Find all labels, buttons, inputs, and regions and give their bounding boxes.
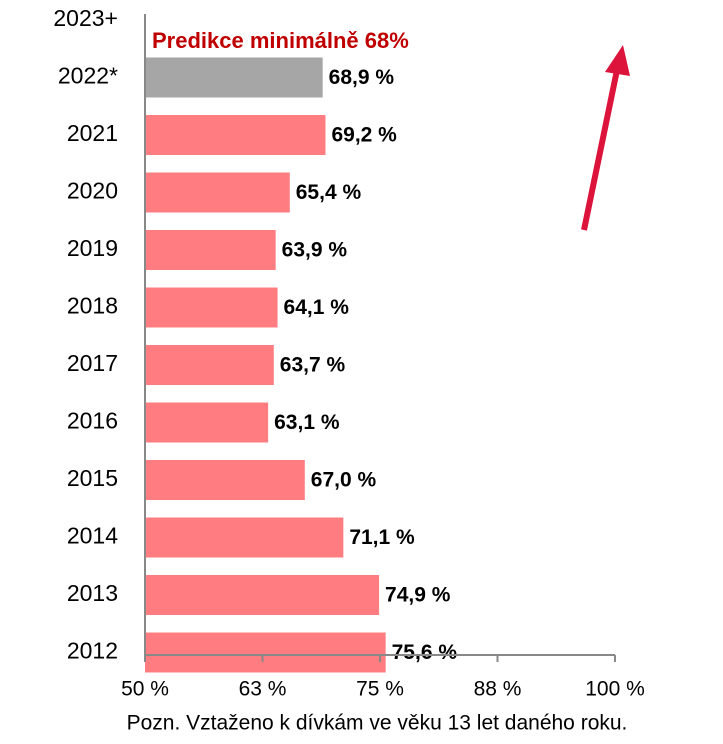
bar [145, 230, 276, 270]
value-label: 63,1 % [274, 411, 340, 434]
bar [145, 57, 323, 98]
value-label: 65,4 % [296, 181, 362, 204]
annotation: Predikce minimálně 68% [152, 28, 409, 53]
bar [145, 172, 290, 213]
value-label: 68,9 % [329, 66, 395, 89]
x-tick-label: 75 % [356, 678, 404, 701]
bar [145, 575, 380, 615]
y-tick-label: 2017 [67, 350, 118, 376]
value-label: 75,6 % [392, 641, 458, 664]
value-label: 63,7 % [280, 354, 346, 377]
y-tick-label: 2020 [67, 178, 118, 204]
y-tick-label: 2016 [67, 408, 118, 434]
y-tick-label: 2012 [67, 638, 118, 664]
bar [145, 115, 326, 155]
bar [145, 402, 269, 443]
y-tick-label: 2013 [67, 580, 118, 606]
y-tick-label: 2015 [67, 465, 118, 491]
x-tick-label: 88 % [474, 678, 522, 701]
bar [145, 460, 305, 500]
bar [145, 287, 278, 328]
value-label: 69,2 % [331, 124, 397, 147]
y-tick-label: 2021 [67, 120, 118, 146]
x-tick-label: 50 % [121, 678, 169, 701]
y-tick-label: 2014 [67, 523, 118, 549]
x-tick-label: 100 % [585, 678, 645, 701]
value-label: 71,1 % [349, 526, 415, 549]
y-tick-label: 2019 [67, 235, 118, 261]
note: Pozn. Vztaženo k dívkám ve věku 13 let d… [127, 712, 628, 735]
y-tick-label: 2023+ [53, 5, 118, 31]
bar [145, 345, 274, 385]
trend-arrow [581, 45, 630, 231]
y-tick-label: 2018 [67, 293, 118, 319]
value-label: 63,9 % [282, 239, 348, 262]
value-label: 74,9 % [385, 584, 451, 607]
value-label: 64,1 % [284, 296, 350, 319]
y-tick-label: 2022* [58, 63, 118, 89]
x-tick-label: 63 % [239, 678, 287, 701]
bar [145, 632, 386, 673]
value-label: 67,0 % [311, 469, 377, 492]
bar [145, 517, 344, 558]
